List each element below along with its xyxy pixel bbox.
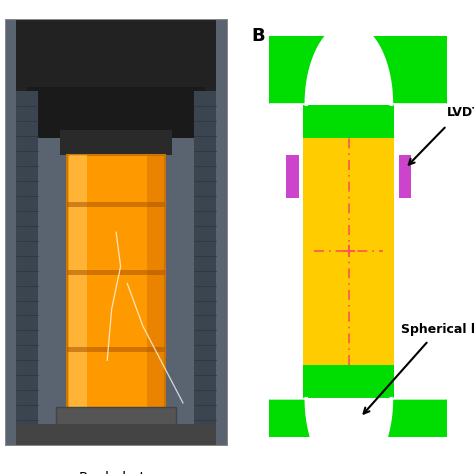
Bar [16,19,216,96]
Bar [67,201,165,207]
Bar [303,104,394,138]
Bar [269,399,447,437]
Bar [194,91,216,424]
Bar [67,155,165,411]
Polygon shape [269,399,447,474]
Polygon shape [269,25,447,104]
Bar [303,365,394,399]
Bar [60,130,172,155]
Bar [27,87,205,138]
Text: Real photo: Real photo [79,471,154,474]
Bar [399,155,411,198]
Bar [67,346,165,352]
Bar [67,270,165,275]
Text: B: B [251,27,264,46]
Bar [286,155,299,198]
Bar [147,155,165,411]
Bar [303,138,394,365]
Bar [16,91,38,424]
Bar [269,36,447,104]
Text: Spherical h: Spherical h [401,323,474,337]
Bar [16,424,216,446]
Bar [69,155,87,411]
Text: LVDT: LVDT [447,106,474,119]
Bar [56,407,176,433]
